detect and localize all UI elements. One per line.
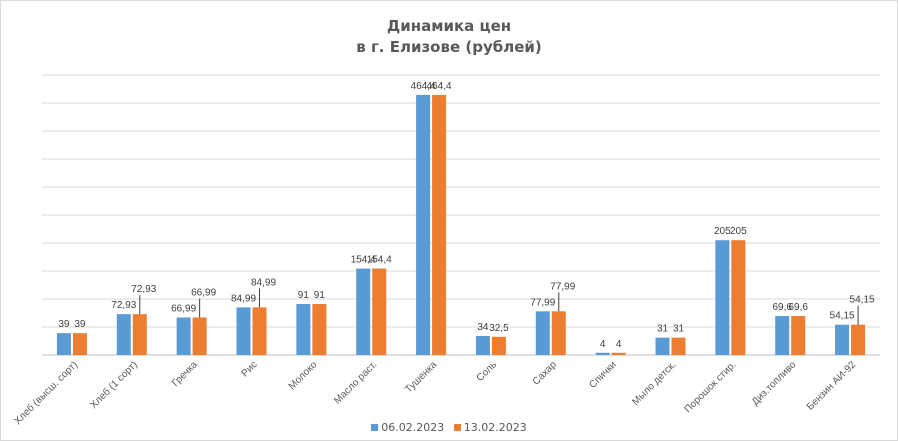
data-label-series-2: 205 [730, 226, 747, 237]
chart-subtitle: в г. Елизове (рублей) [356, 38, 542, 56]
bar-series-1 [176, 317, 191, 355]
data-label-series-2: 39 [74, 319, 86, 330]
data-label-series-2: 32,5 [489, 323, 509, 334]
data-label-series-2: 91 [314, 290, 326, 301]
data-label-series-2: 54,15 [850, 295, 875, 306]
legend: 06.02.2023 13.02.2023 [0, 421, 898, 434]
bar-series-2 [671, 337, 686, 355]
data-label-series-2: 72,93 [131, 284, 156, 295]
data-label-series-1: 4 [600, 339, 606, 350]
bar-series-1 [835, 324, 850, 355]
x-tick-label: Хлеб (1 сорт) [88, 359, 140, 411]
bar-series-1 [296, 304, 311, 355]
x-tick-label: Спички [587, 359, 618, 390]
x-tick-label: Мыло детск. [630, 359, 678, 407]
bar-series-2 [551, 311, 566, 355]
bar-series-2 [851, 324, 866, 355]
data-label-series-1: 69,6 [772, 302, 792, 313]
legend-swatch-series-2 [453, 424, 461, 431]
data-label-series-2: 464,4 [427, 81, 452, 92]
x-tick-label: Сахар [531, 359, 560, 388]
bar-series-2 [731, 240, 746, 355]
data-label-series-1: 66,99 [171, 303, 196, 314]
data-label-series-1: 91 [298, 290, 310, 301]
data-label-series-1: 154,4 [351, 255, 376, 266]
data-label-series-2: 31 [673, 324, 685, 335]
data-label-series-1: 205 [714, 226, 731, 237]
bar-series-1 [595, 352, 610, 355]
bar-series-1 [356, 268, 371, 355]
bar-series-2 [192, 317, 207, 355]
chart-title: Динамика цен [386, 17, 512, 35]
bar-series-2 [132, 314, 147, 355]
x-tick-label: Масло раст. [332, 359, 379, 406]
bar-series-1 [116, 314, 131, 355]
bar-series-2 [312, 304, 327, 355]
data-label-series-2: 84,99 [251, 277, 276, 288]
bar-series-1 [715, 240, 730, 355]
data-label-series-1: 54,15 [830, 311, 855, 322]
data-label-series-1: 72,93 [111, 300, 136, 311]
x-tick-label: Порошок стир. [683, 359, 739, 415]
bar-series-2 [491, 336, 506, 355]
data-label-series-1: 31 [657, 324, 669, 335]
bar-series-1 [475, 335, 490, 355]
x-tick-label: Молоко [287, 359, 320, 392]
legend-item-series-2: 13.02.2023 [453, 421, 527, 434]
data-label-series-1: 84,99 [231, 293, 256, 304]
data-label-series-1: 77,99 [530, 297, 555, 308]
legend-swatch-series-1 [371, 424, 379, 431]
bar-series-2 [372, 268, 387, 355]
bar-series-1 [236, 307, 251, 355]
bar-series-1 [535, 311, 550, 355]
bar-series-2 [432, 94, 447, 355]
bar-series-2 [252, 307, 267, 355]
data-label-series-2: 66,99 [191, 287, 216, 298]
legend-item-series-1: 06.02.2023 [371, 421, 444, 434]
x-tick-label: Бензин АИ-92 [805, 359, 859, 413]
x-tick-label: Рис [240, 359, 260, 379]
legend-label-series-1: 06.02.2023 [381, 421, 445, 434]
x-tick-label: Хлеб (высш. сорт) [12, 359, 80, 427]
bar-series-1 [416, 94, 431, 355]
bar-series-1 [775, 316, 790, 355]
legend-label-series-2: 13.02.2023 [463, 421, 527, 434]
data-label-series-2: 69,6 [788, 302, 808, 313]
bar-series-2 [611, 352, 626, 355]
data-label-series-1: 464,4 [411, 81, 436, 92]
x-tick-label: Соль [475, 359, 499, 383]
data-label-series-2: 4 [616, 339, 622, 350]
data-label-series-1: 39 [58, 319, 70, 330]
data-label-series-1: 34 [477, 322, 489, 333]
bar-series-1 [655, 337, 670, 355]
x-tick-label: Диз.топливо [750, 359, 799, 408]
bar-series-1 [56, 333, 71, 355]
x-tick-label: Гречка [170, 359, 200, 389]
data-label-series-2: 154,4 [367, 255, 392, 266]
bar-series-2 [72, 333, 87, 355]
bar-series-2 [791, 316, 806, 355]
data-label-series-2: 77,99 [550, 281, 575, 292]
x-tick-label: Тушенка [403, 359, 439, 395]
